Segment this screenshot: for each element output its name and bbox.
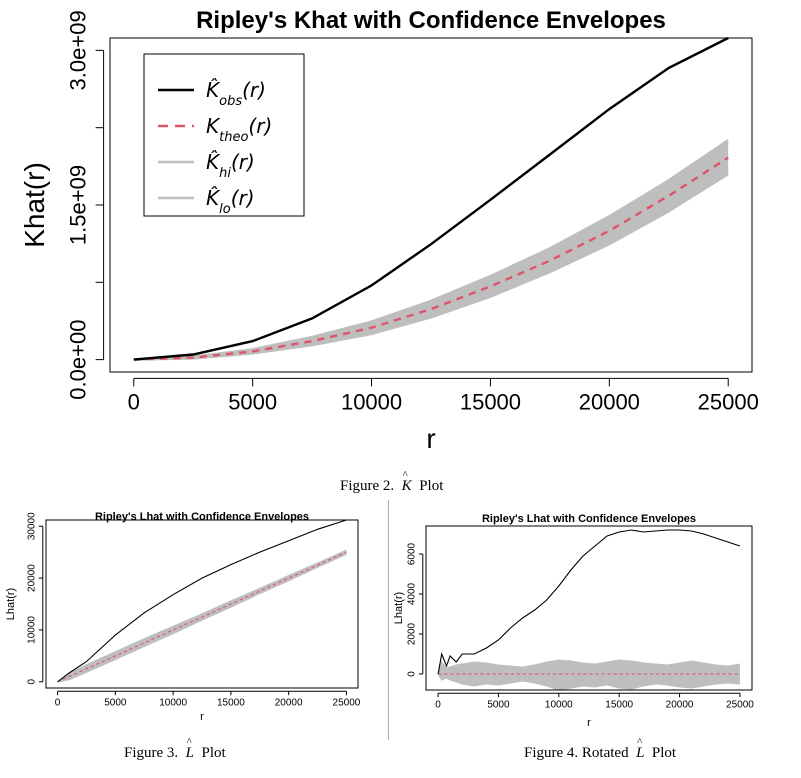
x-tick-label: 5000 (104, 698, 127, 709)
x-tick-label: 20000 (275, 698, 303, 709)
y-axis-label: Lhat(r) (5, 588, 17, 620)
x-tick-label: 15000 (217, 698, 245, 709)
series-hi-line (57, 549, 347, 683)
x-tick-label: 25000 (698, 390, 759, 415)
chart-title: Ripley's Khat with Confidence Envelopes (196, 7, 666, 34)
x-tick-label: 5000 (487, 700, 510, 711)
x-tick-label: 15000 (605, 700, 633, 711)
legend-box (143, 53, 305, 217)
chart-title: Ripley's Lhat with Confidence Envelopes (482, 513, 696, 525)
plot-frame (45, 519, 359, 689)
y-tick-label: 2000 (406, 622, 417, 645)
x-tick-label: 20000 (579, 390, 640, 415)
envelope-band (133, 140, 729, 360)
series-obs-line (57, 519, 347, 683)
y-tick-label: 20000 (26, 564, 37, 592)
x-tick-label: 5000 (228, 390, 277, 415)
x-tick-label: 10000 (159, 698, 187, 709)
x-tick-label: 15000 (460, 390, 521, 415)
x-tick-label: 0 (55, 698, 61, 709)
series-hi-line (133, 139, 729, 361)
series-theo-line (57, 551, 347, 683)
x-tick-label: 25000 (333, 698, 361, 709)
x-axis-label: r (200, 711, 204, 723)
y-tick-label: 4000 (406, 582, 417, 605)
y-tick-label: 3.0e+09 (66, 10, 91, 90)
series-lo-line (437, 673, 740, 691)
y-axis-label: Khat(r) (19, 162, 50, 248)
y-axis-label: Lhat(r) (393, 592, 405, 624)
lhat-chart: Ripley's Lhat with Confidence Envelopes 0… (5, 511, 361, 723)
khat-chart: Ripley's Khat with Confidence Envelopes 0… (19, 7, 759, 454)
y-tick-label: 30000 (26, 512, 37, 540)
series-obs-line (133, 36, 729, 361)
series-obs-line (437, 529, 741, 675)
x-axis-label: r (426, 423, 435, 454)
y-tick-label: 0.0e+00 (66, 320, 91, 400)
series-lo-line (57, 553, 347, 683)
series-hi-line (437, 659, 740, 675)
x-tick-label: 20000 (666, 700, 694, 711)
y-tick-label: 0 (26, 679, 37, 685)
series-lo-line (133, 173, 729, 361)
x-tick-label: 10000 (545, 700, 573, 711)
rotated-lhat-chart: Ripley's Lhat with Confidence Envelopes 0… (393, 513, 754, 729)
x-axis-label: r (587, 717, 591, 729)
x-tick-label: 0 (435, 700, 441, 711)
y-tick-label: 6000 (406, 542, 417, 565)
plot-frame (109, 37, 753, 373)
x-tick-label: 0 (128, 390, 140, 415)
chart-title: Ripley's Lhat with Confidence Envelopes (95, 511, 309, 523)
series-theo-line (133, 156, 729, 361)
figure-3-caption: Figure 3. L Plot (124, 736, 226, 762)
figure-4-caption: Figure 4. Rotated L Plot (524, 736, 676, 762)
y-tick-label: 1.5e+09 (66, 165, 91, 245)
envelope-band (438, 660, 740, 690)
plot-frame (425, 525, 753, 691)
figure-2-caption: Figure 2. K Plot (340, 469, 443, 495)
y-tick-label: 0 (406, 671, 417, 677)
figure-divider (388, 500, 389, 740)
x-tick-label: 25000 (726, 700, 754, 711)
y-tick-label: 10000 (26, 616, 37, 644)
x-tick-label: 10000 (341, 390, 402, 415)
